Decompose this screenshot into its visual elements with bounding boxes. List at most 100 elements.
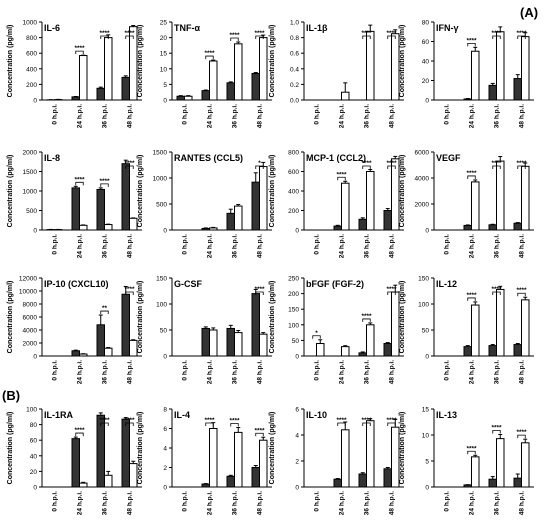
bar — [252, 182, 260, 230]
y-axis-label: Concentration (pg/ml) — [7, 25, 14, 98]
y-tick-label: 0 — [163, 354, 167, 361]
x-tick-label: 36 h.p.i. — [364, 234, 371, 258]
y-tick-label: 6 — [163, 426, 167, 433]
bar — [252, 468, 260, 488]
bar — [80, 225, 88, 230]
y-tick-label: 15 — [422, 407, 430, 414]
y-tick-label: 0 — [425, 485, 429, 492]
bar — [235, 432, 243, 487]
x-tick-label: 0 h.p.i. — [182, 104, 189, 125]
significance-marker: **** — [254, 286, 265, 293]
chart-title: IL-13 — [436, 410, 457, 420]
chart-title: IL-6 — [44, 23, 60, 33]
x-tick-label: 0 h.p.i. — [52, 104, 59, 125]
bar — [497, 289, 505, 356]
bar — [122, 164, 130, 230]
y-tick-label: 0.8 — [290, 35, 299, 42]
significance-marker: **** — [491, 286, 502, 293]
significance-marker: **** — [254, 30, 265, 37]
chart-title: G-CSF — [174, 279, 203, 289]
x-tick-label: 24 h.p.i. — [77, 360, 84, 384]
y-tick-label: 0.4 — [290, 66, 299, 73]
significance-marker: **** — [74, 427, 85, 434]
bar — [464, 347, 472, 356]
x-tick-label: 48 h.p.i. — [127, 234, 134, 258]
bar — [359, 474, 367, 487]
bar — [260, 167, 268, 230]
y-tick-label: 200 — [288, 208, 299, 215]
bar — [210, 61, 218, 100]
x-tick-label: 24 h.p.i. — [339, 104, 346, 128]
y-axis-label: Concentration (pg/ml) — [137, 25, 144, 98]
x-tick-label: 0 h.p.i. — [52, 360, 59, 381]
significance-marker: **** — [466, 445, 477, 452]
x-tick-label: 24 h.p.i. — [339, 360, 346, 384]
x-tick-label: 48 h.p.i. — [389, 234, 396, 258]
bar — [497, 32, 505, 100]
chart-panel-11: bFGF (FGF-2)050100150200250Concentration… — [269, 276, 404, 385]
y-tick-label: 500 — [26, 208, 37, 215]
y-axis-label: Concentration (pg/ml) — [7, 155, 14, 228]
bar — [105, 475, 113, 487]
bar — [235, 44, 243, 100]
y-tick-label: 200 — [288, 291, 299, 298]
chart-title: MCP-1 (CCL2) — [306, 153, 366, 163]
bar — [472, 457, 480, 487]
y-tick-label: 20 — [30, 469, 38, 476]
x-tick-label: 0 h.p.i. — [182, 234, 189, 255]
bar — [210, 330, 218, 356]
y-tick-label: 0 — [163, 485, 167, 492]
y-axis-label: Concentration (pg/ml) — [269, 281, 276, 354]
x-tick-label: 24 h.p.i. — [77, 104, 84, 128]
y-tick-label: 4 — [163, 446, 167, 453]
x-tick-label: 36 h.p.i. — [102, 491, 109, 515]
y-tick-label: 0 — [295, 485, 299, 492]
bar — [317, 344, 325, 356]
bar — [342, 183, 350, 230]
bar — [392, 159, 400, 230]
x-tick-label: 48 h.p.i. — [257, 360, 264, 384]
y-tick-label: 0 — [33, 485, 37, 492]
y-tick-label: 50 — [292, 338, 300, 345]
y-tick-label: 400 — [26, 66, 37, 73]
bar — [122, 77, 130, 100]
bar — [342, 430, 350, 487]
y-tick-label: 600 — [288, 169, 299, 176]
y-tick-label: 100 — [288, 322, 299, 329]
bar — [97, 325, 105, 356]
y-axis-label: Concentration (pg/ml) — [7, 412, 14, 485]
bar — [514, 79, 522, 100]
y-tick-label: 40 — [422, 59, 430, 66]
y-tick-label: 80 — [30, 422, 38, 429]
bar — [105, 348, 113, 356]
y-tick-label: 4000 — [23, 328, 38, 335]
bar — [384, 469, 392, 487]
x-tick-label: 0 h.p.i. — [52, 491, 59, 512]
y-tick-label: 0 — [33, 354, 37, 361]
bar — [227, 328, 235, 356]
y-tick-label: 60 — [30, 438, 38, 445]
significance-marker: **** — [99, 30, 110, 37]
bar — [464, 99, 472, 100]
bar — [122, 419, 130, 487]
y-tick-label: 12000 — [19, 276, 37, 283]
x-tick-label: 48 h.p.i. — [257, 104, 264, 128]
bar — [514, 345, 522, 356]
y-tick-label: 1500 — [153, 150, 168, 157]
chart-title: IL-10 — [306, 410, 327, 420]
y-tick-label: 0 — [33, 228, 37, 235]
significance-marker: **** — [386, 160, 397, 167]
bar — [122, 294, 130, 356]
x-tick-label: 0 h.p.i. — [444, 491, 451, 512]
y-tick-label: 10 — [422, 433, 430, 440]
significance-marker: **** — [361, 30, 372, 37]
bar — [130, 464, 138, 487]
bar — [97, 189, 105, 230]
